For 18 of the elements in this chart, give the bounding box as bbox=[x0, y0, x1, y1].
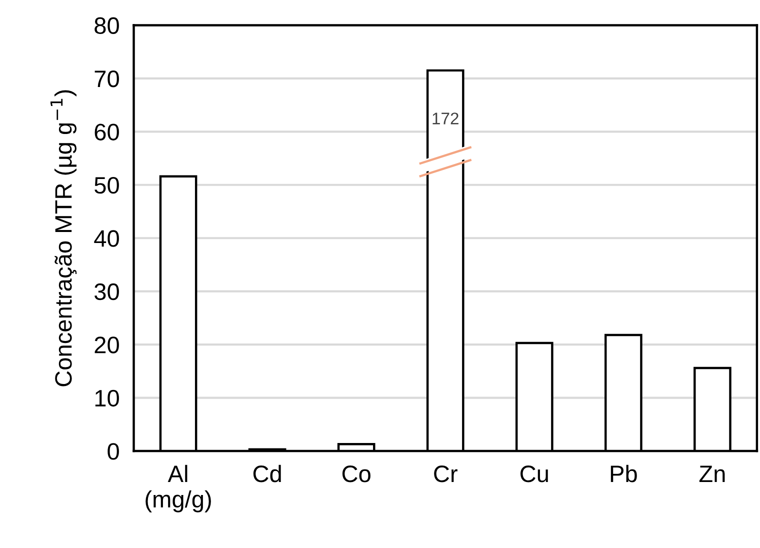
x-tick-label: Zn bbox=[699, 466, 725, 482]
x-tick-label: Cu bbox=[520, 466, 548, 482]
y-tick-label: 30 bbox=[94, 283, 119, 300]
y-tick-label: 80 bbox=[94, 17, 119, 34]
x-tick-label: Cd bbox=[253, 464, 281, 482]
x-tick-label: Cr bbox=[434, 466, 458, 482]
x-tick-label: Al (mg/g) bbox=[146, 464, 211, 512]
y-tick-label: 50 bbox=[94, 176, 119, 194]
y-tick-label: 0 bbox=[108, 443, 119, 460]
y-tick-label: 60 bbox=[94, 124, 119, 140]
x-tick-label: Co bbox=[342, 466, 370, 482]
y-tick-label: 10 bbox=[95, 390, 119, 407]
y-tick-label: 70 bbox=[94, 70, 119, 88]
annotation: 172 bbox=[432, 112, 458, 124]
x-tick-label: Pb bbox=[610, 464, 637, 482]
y-tick-label: 20 bbox=[94, 336, 119, 354]
y-tick-label: 40 bbox=[94, 230, 119, 247]
y-axis-title: Concentração MTR (µg g$^{−1}$) bbox=[50, 90, 77, 386]
